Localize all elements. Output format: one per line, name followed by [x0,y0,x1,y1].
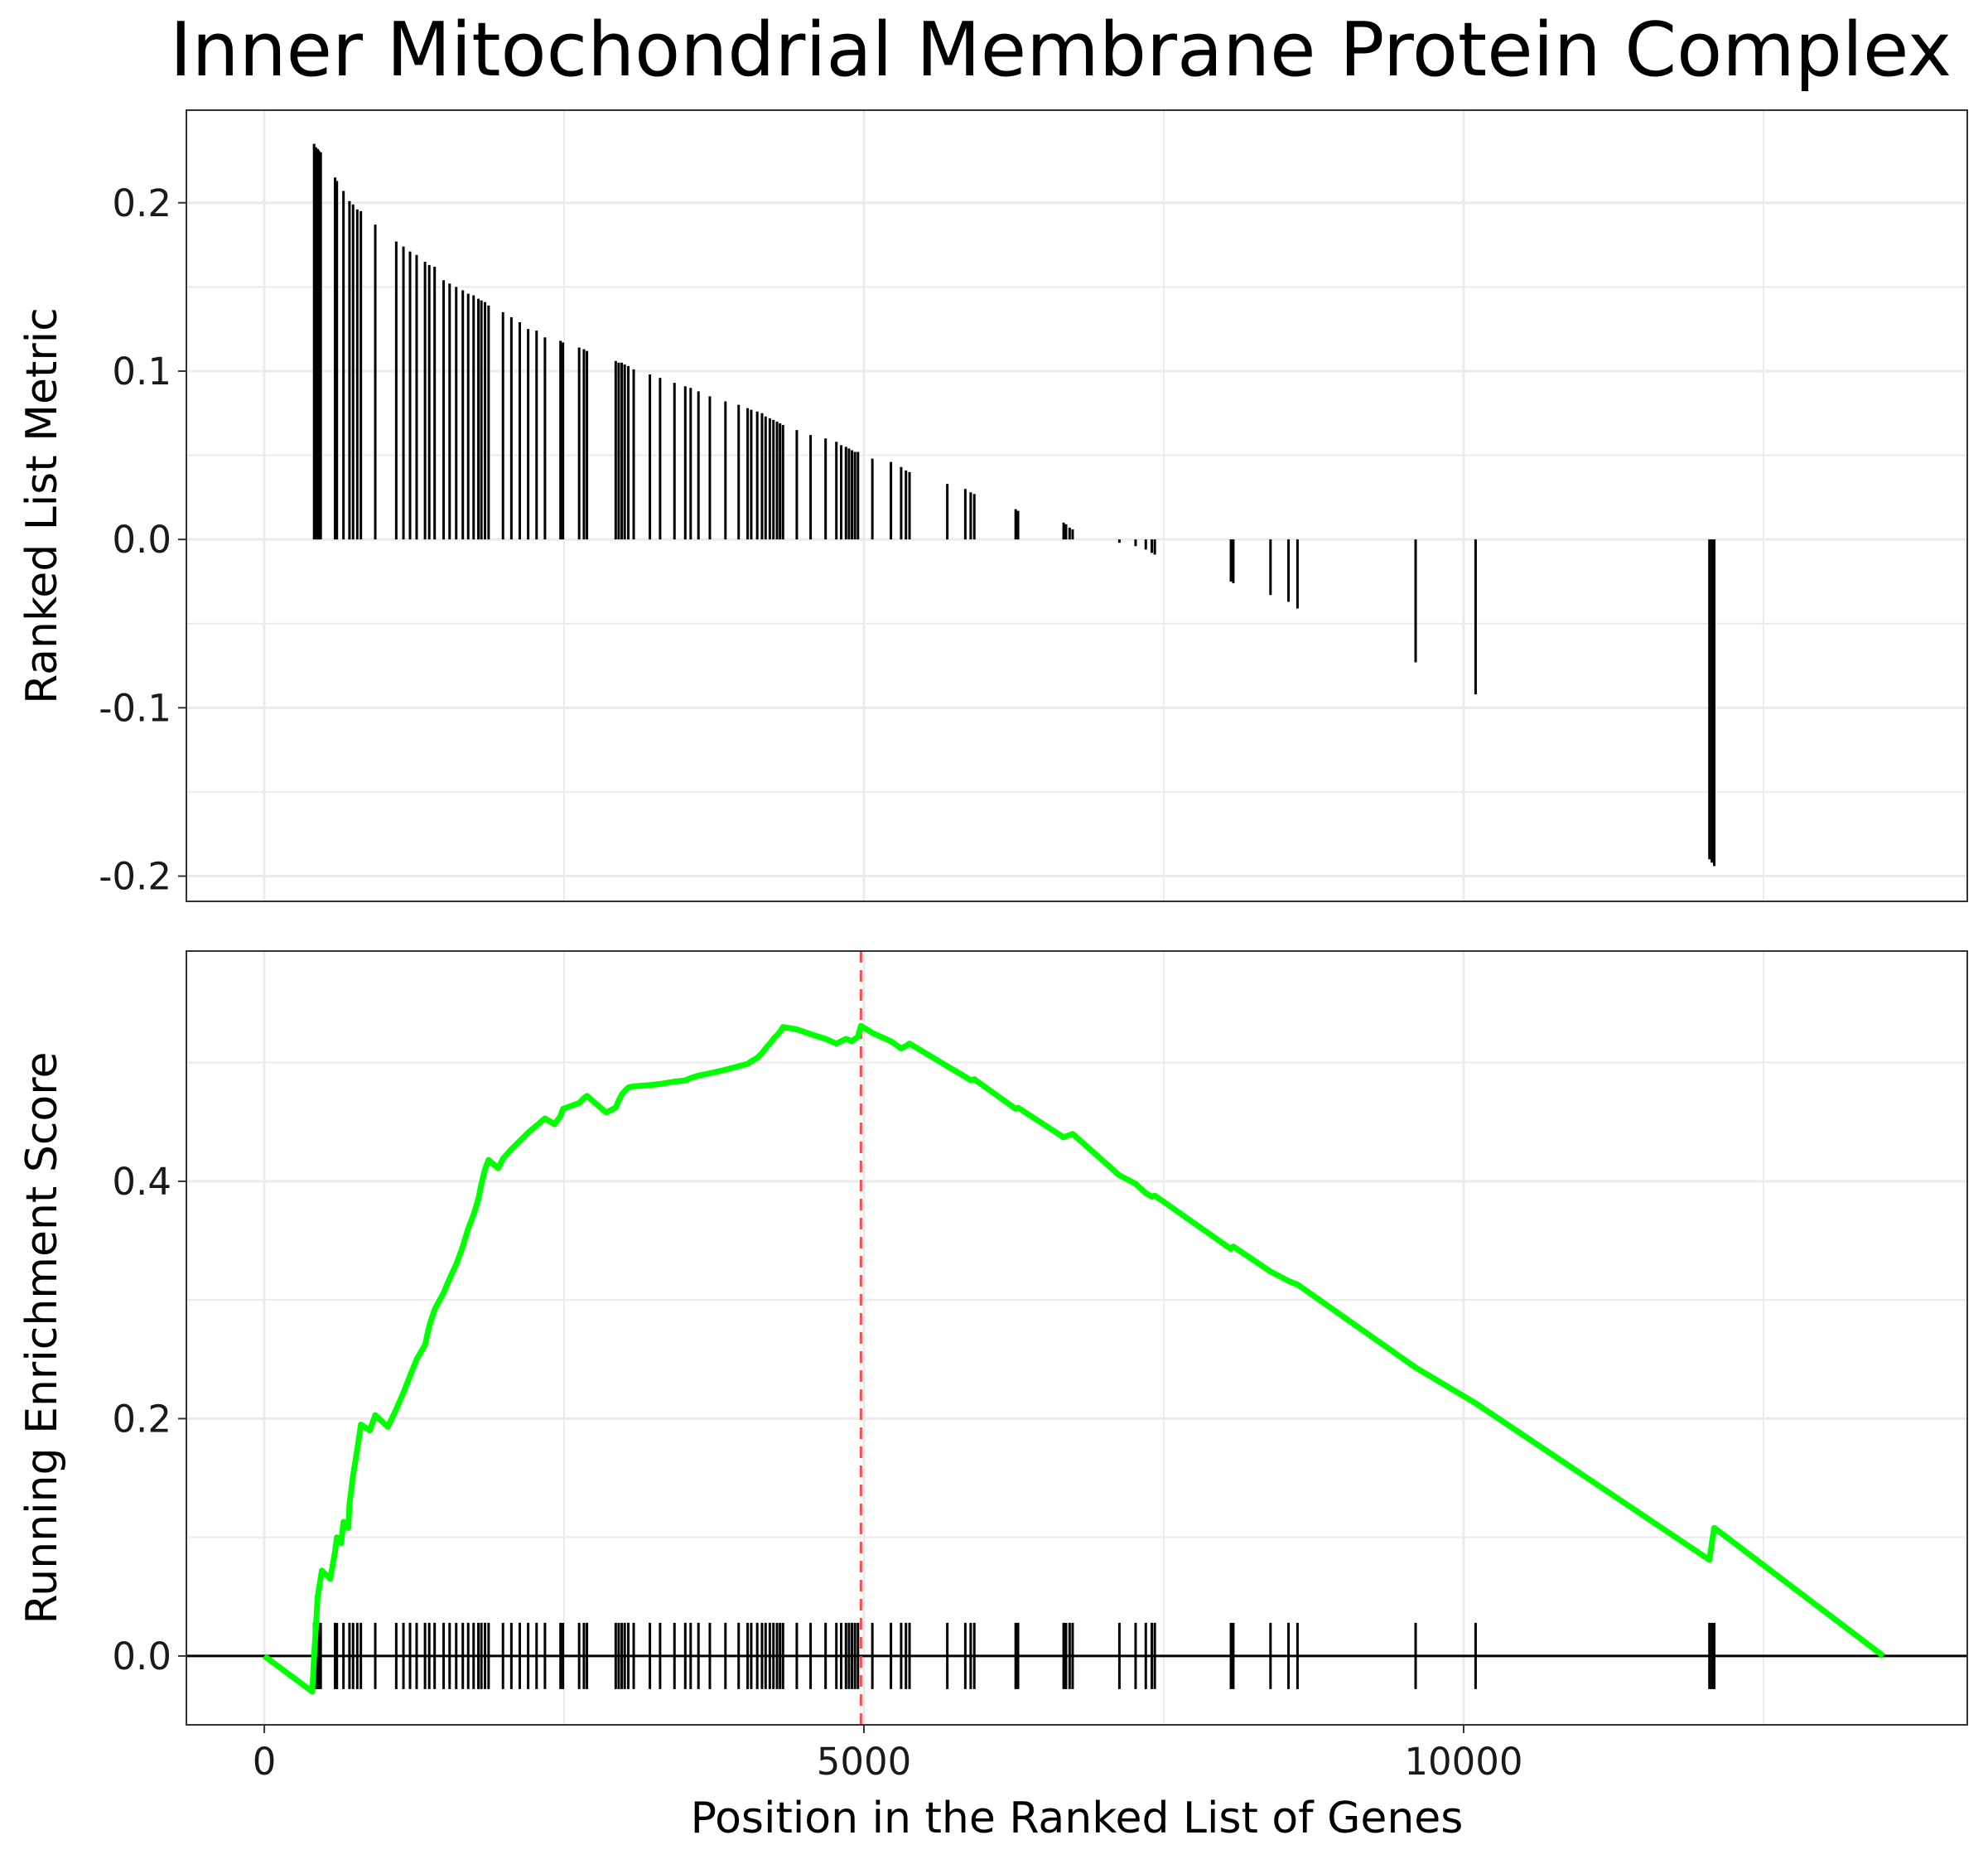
ranked-metric-bars [312,143,1716,867]
x-tick-label: 5000 [817,1740,912,1784]
y-tick-label: 0.2 [112,181,171,225]
top-panel-grid [186,110,1967,901]
top-panel-y-axis-title: Ranked List Metric [17,307,67,704]
y-tick-label: -0.1 [99,686,171,730]
top-panel-border [186,109,1968,902]
x-tick-label: 10000 [1404,1740,1522,1784]
top-panel-y-ticks: -0.2 -0.1 0.0 0.1 0.2 [99,181,186,899]
y-tick-label: 0.0 [112,1635,171,1678]
y-tick-label: -0.2 [99,855,171,899]
x-tick-label: 0 [253,1740,277,1784]
y-tick-label: 0.4 [112,1160,171,1204]
bottom-panel-grid [186,951,1967,1725]
bottom-panel-border [186,950,1968,1726]
y-tick-label: 0.2 [112,1397,171,1441]
y-tick-label: 0.0 [112,518,171,562]
y-tick-label: 0.1 [112,350,171,394]
bottom-panel-x-ticks: 0 5000 10000 [253,1725,1522,1784]
bottom-panel-y-ticks: 0.0 0.2 0.4 [112,1160,186,1678]
running-enrichment-curve [263,1022,1885,1695]
x-axis-title: Position in the Ranked List of Genes [691,1794,1464,1843]
chart-title: Inner Mitochondrial Membrane Protein Com… [170,7,1952,94]
bottom-panel-y-axis-title: Running Enrichment Score [17,1052,67,1625]
